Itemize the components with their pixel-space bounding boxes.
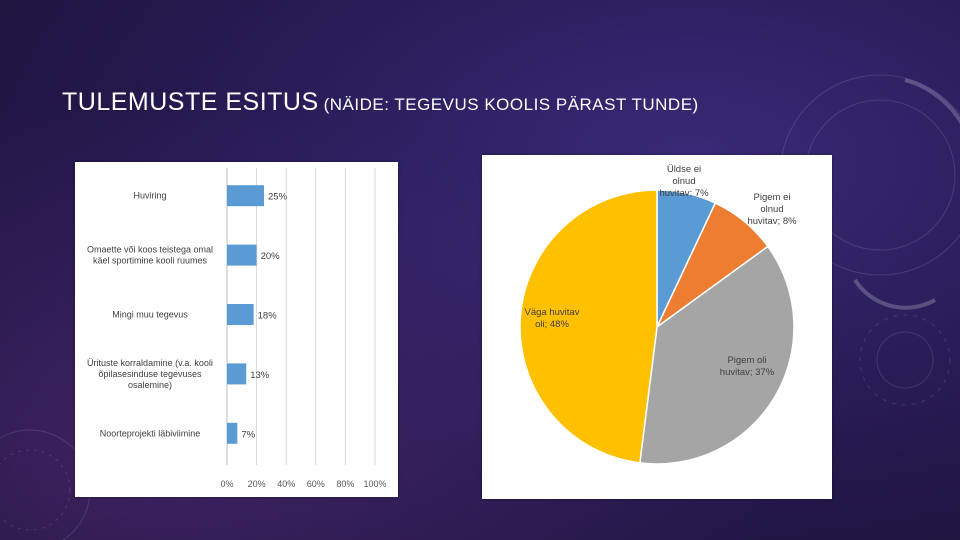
- pie-slice-label: Pigem oli huvitav; 37%: [720, 355, 775, 378]
- bar-chart-panel: 0% 20% 40% 60% 80% 100% 25% Huviring 20% Omaette …: [75, 162, 398, 497]
- bar-value-label: 20%: [261, 251, 281, 262]
- x-tick-label: 60%: [307, 479, 325, 489]
- slide-title: TULEMUSTE ESITUS (NÄIDE: TEGEVUS KOOLIS …: [62, 88, 699, 117]
- bar: [227, 422, 238, 444]
- pie-slice: [638, 245, 795, 465]
- bar: [227, 363, 247, 385]
- bar-value-label: 18%: [258, 311, 278, 322]
- pie-slice: [519, 189, 658, 464]
- bar: [227, 244, 257, 266]
- pie-chart: Üldse ei olnud huvitav; 7% Pigem ei olnud huv…: [519, 164, 797, 465]
- category-label: Omaette või koos teistega omal käel sport…: [87, 245, 213, 266]
- pie-slice-label: Pigem ei olnud huvitav; 8%: [747, 192, 797, 227]
- bar-value-label: 7%: [241, 429, 255, 440]
- pie-chart-panel: Üldse ei olnud huvitav; 7% Pigem ei olnud huv…: [482, 155, 832, 499]
- category-label: Ürituste korraldamine (v.a. kooli õpilase…: [87, 358, 213, 390]
- pie-slice-label: Üldse ei olnud huvitav; 7%: [659, 164, 709, 199]
- category-label: Noorteprojekti läbiviimine: [100, 428, 201, 438]
- category-label: Mingi muu tegevus: [112, 310, 188, 320]
- pie-slice-label: Väga huvitav oli; 48%: [525, 307, 580, 330]
- bar: [227, 185, 264, 207]
- slide-title-main: TULEMUSTE ESITUS: [62, 88, 319, 116]
- x-tick-label: 40%: [277, 479, 295, 489]
- x-tick-label: 100%: [363, 479, 386, 489]
- slide-title-sub: (NÄIDE: TEGEVUS KOOLIS PÄRAST TUNDE): [323, 95, 699, 114]
- bar-value-label: 25%: [268, 192, 288, 203]
- x-tick-label: 0%: [220, 479, 233, 489]
- x-tick-label: 20%: [248, 479, 266, 489]
- bar: [227, 304, 254, 325]
- category-label: Huviring: [133, 191, 166, 201]
- bar-chart: 0% 20% 40% 60% 80% 100% 25% Huviring 20% Omaette …: [87, 168, 387, 489]
- bar-value-label: 13%: [250, 370, 270, 381]
- x-tick-label: 80%: [336, 479, 354, 489]
